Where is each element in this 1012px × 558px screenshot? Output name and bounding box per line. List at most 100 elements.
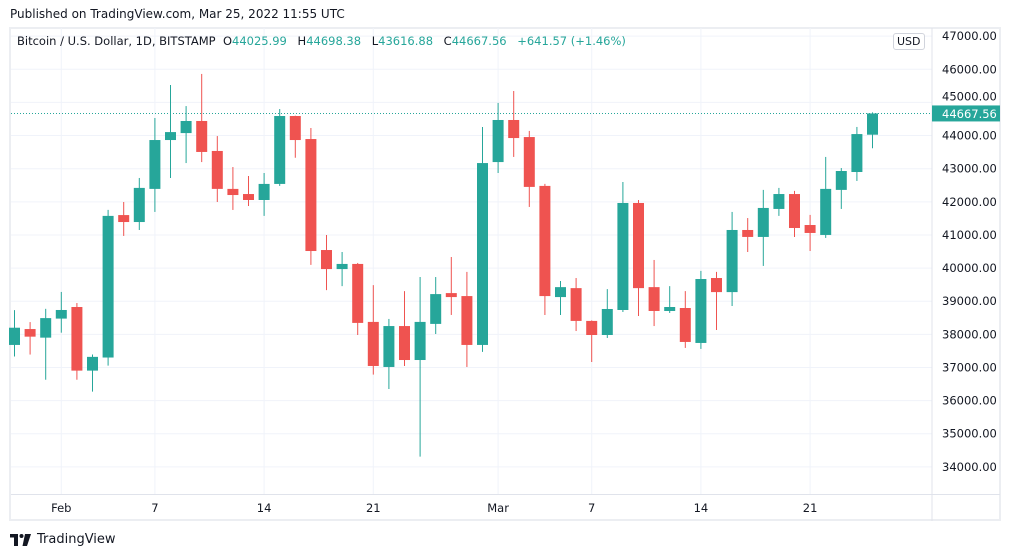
price-tick-label: 41000.00 xyxy=(942,228,997,242)
candle-up xyxy=(492,102,504,173)
candle-down xyxy=(679,291,691,348)
candle-body xyxy=(804,225,816,233)
close-value: 44667.56 xyxy=(451,34,507,48)
candle-up xyxy=(835,168,847,209)
candle-down xyxy=(321,234,332,291)
candle-body xyxy=(399,326,410,361)
candle-body xyxy=(835,171,847,190)
candle-up xyxy=(430,277,442,335)
candle-up xyxy=(555,281,566,315)
time-tick-label: 21 xyxy=(366,501,381,515)
candle-body xyxy=(321,250,332,270)
candle-down xyxy=(742,218,754,253)
candle-body xyxy=(274,116,286,184)
tradingview-logo[interactable]: TradingView xyxy=(10,532,116,547)
candle-up xyxy=(149,118,161,212)
change-value: +641.57 (+1.46%) xyxy=(517,34,626,48)
time-tick-label: 7 xyxy=(588,501,595,515)
candle-body xyxy=(383,326,395,367)
high-value: 44698.38 xyxy=(306,34,362,48)
candle-up xyxy=(414,277,426,457)
candle-body xyxy=(149,140,161,189)
candle-body xyxy=(289,116,301,141)
candle-up xyxy=(336,252,348,287)
candle-body xyxy=(55,309,67,319)
candle-down xyxy=(586,320,598,363)
candle-down xyxy=(633,199,644,316)
candle-body xyxy=(742,229,754,237)
currency-badge[interactable]: USD xyxy=(893,33,925,50)
candle-up xyxy=(601,289,613,338)
price-axis[interactable]: 34000.00 35000.00 36000.00 37000.00 38000.00… xyxy=(942,29,997,474)
candle-body xyxy=(586,320,598,336)
candle-up xyxy=(664,286,676,313)
candle-body xyxy=(9,327,20,345)
candle-body xyxy=(102,215,114,358)
time-axis[interactable]: Feb 7 14 21 Mar 7 14 21 xyxy=(51,501,817,515)
candle-down xyxy=(196,73,208,163)
candle-up xyxy=(867,112,878,149)
candle-up xyxy=(9,310,20,357)
candle-body xyxy=(258,183,270,200)
candle-body xyxy=(617,202,629,310)
candle-body xyxy=(445,293,457,298)
candle-down xyxy=(508,91,520,157)
candle-body xyxy=(305,139,317,252)
candle-body xyxy=(227,188,239,196)
candle-body xyxy=(71,307,83,371)
price-tick-label: 38000.00 xyxy=(942,327,997,341)
candle-body xyxy=(757,207,769,237)
candle-up xyxy=(133,177,145,230)
candle-body xyxy=(867,113,878,135)
candle-down xyxy=(367,285,379,375)
candle-up xyxy=(695,270,707,349)
candle-body xyxy=(133,187,145,223)
candle-down xyxy=(118,201,130,236)
candle-down xyxy=(539,183,551,315)
candle-down xyxy=(227,167,239,210)
candle-up xyxy=(258,172,270,216)
candle-body xyxy=(492,119,504,163)
price-tick-label: 35000.00 xyxy=(942,427,997,441)
candle-down xyxy=(211,136,223,202)
candle-up xyxy=(55,291,67,333)
candle-down xyxy=(243,175,254,206)
price-tick-label: 37000.00 xyxy=(942,360,997,374)
candle-up xyxy=(180,106,192,164)
candles xyxy=(9,73,878,457)
candle-body xyxy=(477,163,488,345)
candle-up xyxy=(820,156,832,238)
time-tick-label: Feb xyxy=(51,501,71,515)
candle-down xyxy=(305,127,317,265)
candle-body xyxy=(352,263,364,323)
candle-down xyxy=(789,190,800,237)
symbol-title: Bitcoin / U.S. Dollar, 1D, BITSTAMP xyxy=(17,34,216,48)
low-value: 43616.88 xyxy=(378,34,434,48)
price-tick-label: 40000.00 xyxy=(942,261,997,275)
candle-body xyxy=(523,137,535,187)
close-label: C xyxy=(443,34,452,48)
candle-down xyxy=(570,278,582,332)
price-tick-label: 43000.00 xyxy=(942,162,997,176)
time-tick-label: Mar xyxy=(487,501,509,515)
price-tick-label: 34000.00 xyxy=(942,460,997,474)
candle-down xyxy=(461,271,473,367)
last-price-marker: 44667.56 xyxy=(11,105,1000,122)
candle-up xyxy=(383,318,395,390)
candle-body xyxy=(211,150,223,189)
time-tick-label: 7 xyxy=(151,501,158,515)
candle-up xyxy=(40,308,52,380)
price-tick-label: 45000.00 xyxy=(942,89,997,103)
candle-body xyxy=(648,287,660,311)
candle-body xyxy=(664,307,676,311)
candle-body xyxy=(601,308,613,336)
open-label: O xyxy=(222,34,232,48)
brand-name: TradingView xyxy=(37,532,116,547)
candle-up xyxy=(726,211,738,307)
candle-down xyxy=(399,291,410,366)
candle-body xyxy=(24,329,36,337)
grid-lines xyxy=(11,28,932,494)
candle-up xyxy=(617,181,629,312)
candle-body xyxy=(367,321,379,366)
